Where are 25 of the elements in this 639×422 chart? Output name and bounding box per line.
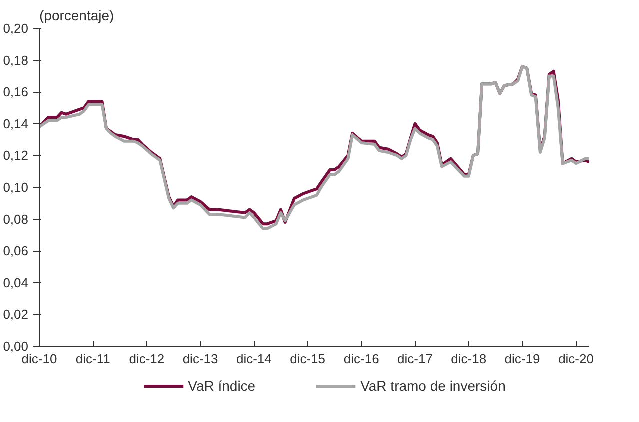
x-tick-label: dic-15	[290, 352, 326, 366]
x-tick-label: dic-13	[182, 352, 218, 366]
y-axis-title: (porcentaje)	[40, 8, 114, 24]
y-tick-label: 0,04	[3, 275, 29, 290]
x-tick-label: dic-17	[398, 352, 433, 366]
y-tick-label: 0,02	[3, 307, 29, 322]
x-tick-label: dic-12	[129, 352, 165, 366]
y-tick-label: 0,14	[3, 116, 29, 132]
y-tick-label: 0,06	[3, 244, 29, 259]
x-tick-label: dic-10	[22, 352, 58, 366]
x-tick-label: dic-18	[451, 352, 487, 366]
legend-label: VaR tramo de inversión	[360, 378, 506, 394]
y-tick-label: 0,10	[3, 180, 29, 195]
y-tick-label: 0,16	[3, 84, 29, 100]
legend-label: VaR índice	[188, 378, 256, 394]
y-tick-label: 0,08	[3, 212, 29, 227]
y-tick-label: 0,20	[3, 21, 29, 36]
y-tick-label: 0,00	[3, 339, 29, 354]
x-tick-label: dic-16	[344, 352, 380, 366]
y-tick-label: 0,18	[3, 52, 29, 68]
x-tick-label: dic-14	[236, 352, 272, 366]
y-tick-label: 0,12	[3, 148, 29, 164]
x-tick-label: dic-20	[558, 352, 594, 366]
x-tick-label: dic-19	[504, 352, 540, 366]
x-tick-label: dic-11	[76, 352, 110, 366]
